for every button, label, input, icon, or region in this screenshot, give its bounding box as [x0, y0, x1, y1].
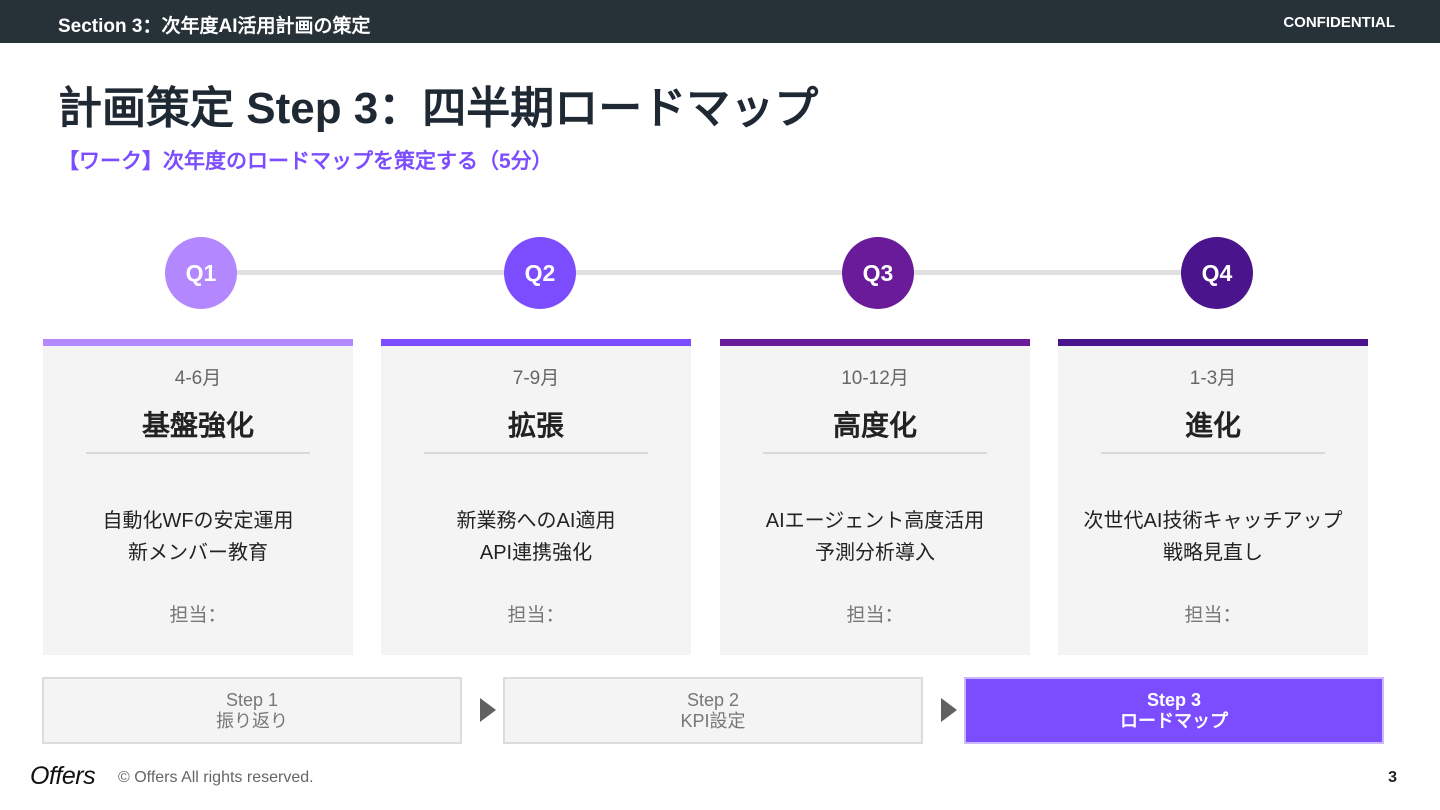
card-divider [763, 452, 987, 454]
card-accent-bar [1058, 339, 1368, 346]
card-title: 進化 [1184, 410, 1241, 441]
card-divider [424, 452, 648, 454]
quarter-card-q4: 1-3月 進化 次世代AI技術キャッチアップ 戦略見直し 担当： [1058, 339, 1368, 655]
page-number: 3 [1388, 769, 1397, 786]
card-line: 戦略見直し [1163, 542, 1263, 564]
card-body: 自動化WFの安定運用 新メンバー教育 [63, 482, 333, 592]
quarter-badge-q3: Q3 [842, 237, 914, 309]
card-owner: 担当： [1184, 605, 1242, 626]
card-line: 予測分析導入 [815, 542, 935, 564]
step-1-box: Step 1 振り返り [42, 677, 462, 744]
slide-title: 計画策定 Step 3：四半期ロードマップ [58, 84, 819, 133]
slide-subtitle: 【ワーク】次年度のロードマップを策定する（5分） [58, 150, 553, 173]
step-label: 振り返り [216, 710, 288, 731]
step-number: Step 3 [1146, 689, 1202, 710]
card-accent-bar [43, 339, 353, 346]
card-owner: 担当： [846, 605, 904, 626]
card-title: 基盤強化 [141, 410, 254, 441]
quarter-badge-q2: Q2 [504, 237, 576, 309]
quarter-badge-q4: Q4 [1181, 237, 1253, 309]
card-line: 自動化WFの安定運用 [102, 510, 294, 532]
card-accent-bar [381, 339, 691, 346]
card-period: 7-9月 [512, 368, 560, 389]
card-body: 次世代AI技術キャッチアップ 戦略見直し [1078, 482, 1348, 592]
card-title: 拡張 [507, 410, 564, 441]
card-divider [1101, 452, 1325, 454]
step-arrow-icon [480, 698, 496, 722]
card-divider [86, 452, 310, 454]
quarter-badge-q1: Q1 [165, 237, 237, 309]
card-owner: 担当： [169, 605, 227, 626]
timeline-line [201, 270, 1217, 275]
card-period: 4-6月 [174, 368, 222, 389]
card-body: AIエージェント高度活用 予測分析導入 [740, 482, 1010, 592]
card-title: 高度化 [832, 410, 917, 441]
header-bar: Section 3：次年度AI活用計画の策定 CONFIDENTIAL [0, 0, 1440, 43]
step-2-box: Step 2 KPI設定 [503, 677, 923, 744]
card-accent-bar [720, 339, 1030, 346]
card-body: 新業務へのAI適用 API連携強化 [401, 482, 671, 592]
step-number: Step 1 [225, 689, 279, 710]
step-label: KPI設定 [680, 710, 746, 731]
quarter-card-q3: 10-12月 高度化 AIエージェント高度活用 予測分析導入 担当： [720, 339, 1030, 655]
quarter-card-q2: 7-9月 拡張 新業務へのAI適用 API連携強化 担当： [381, 339, 691, 655]
copyright-text: © Offers All rights reserved. [118, 769, 314, 786]
step-label: ロードマップ [1120, 710, 1228, 731]
offers-logo: Offers [30, 762, 96, 790]
card-line: API連携強化 [479, 542, 593, 564]
card-line: 新業務へのAI適用 [456, 510, 616, 532]
section-label: Section 3：次年度AI活用計画の策定 [58, 16, 371, 37]
card-line: 次世代AI技術キャッチアップ [1083, 510, 1343, 532]
card-line: AIエージェント高度活用 [765, 510, 985, 532]
confidential-label: CONFIDENTIAL [1283, 14, 1395, 31]
card-period: 10-12月 [841, 368, 909, 389]
step-arrow-icon [941, 698, 957, 722]
card-line: 新メンバー教育 [128, 542, 268, 564]
card-period: 1-3月 [1189, 368, 1237, 389]
step-3-box: Step 3 ロードマップ [964, 677, 1384, 744]
step-number: Step 2 [686, 689, 740, 710]
quarter-card-q1: 4-6月 基盤強化 自動化WFの安定運用 新メンバー教育 担当： [43, 339, 353, 655]
card-owner: 担当： [507, 605, 565, 626]
